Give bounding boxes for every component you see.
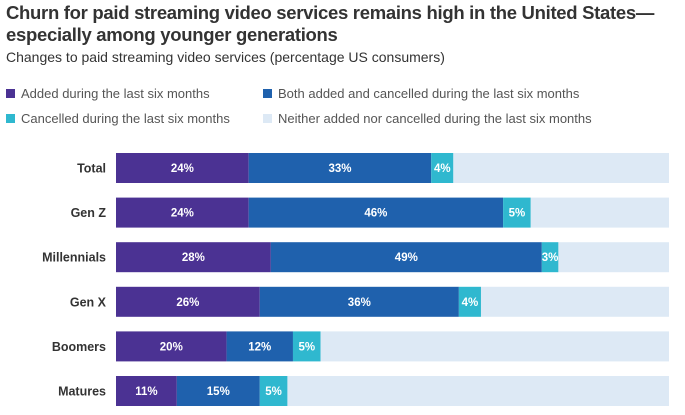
category-label-gen-x: Gen X xyxy=(70,295,107,309)
bar-segment-millennials-s1 xyxy=(270,242,542,273)
data-label-gen-x-s2: 4% xyxy=(462,297,479,309)
bar-segment-matures-s2 xyxy=(259,376,288,406)
category-label-total: Total xyxy=(77,162,106,176)
bar-segment-matures-s0 xyxy=(116,376,177,406)
bar-segment-gen-x-s0 xyxy=(116,286,260,317)
legend-swatch-neither xyxy=(263,114,272,123)
bar-segment-total-s2 xyxy=(431,153,454,183)
data-label-boomers-s2: 5% xyxy=(298,341,315,353)
data-label-millennials-s0: 28% xyxy=(182,252,205,264)
bar-segment-millennials-s2 xyxy=(541,242,559,273)
data-label-total-s1: 33% xyxy=(328,163,351,175)
legend-item-both: Both added and cancelled during the last… xyxy=(263,86,579,101)
data-label-matures-s1: 15% xyxy=(207,386,230,398)
bar-segment-total-s0 xyxy=(116,153,249,183)
data-label-gen-x-s1: 36% xyxy=(348,297,371,309)
data-label-millennials-s2: 3% xyxy=(542,252,559,264)
bar-segment-gen-z-s0 xyxy=(116,197,249,228)
legend-item-cancelled: Cancelled during the last six months xyxy=(6,111,230,126)
bar-segment-gen-x-s2 xyxy=(458,286,481,317)
bar-segment-matures-s1 xyxy=(176,376,260,406)
bar-segment-boomers-s1 xyxy=(226,331,293,362)
bar-segment-boomers-s0 xyxy=(116,331,227,362)
chart-title: Churn for paid streaming video services … xyxy=(6,2,655,45)
data-label-gen-z-s2: 5% xyxy=(509,208,526,220)
legend-swatch-both xyxy=(263,89,272,98)
legend-label-added: Added during the last six months xyxy=(21,86,210,101)
data-label-boomers-s1: 12% xyxy=(248,341,271,353)
data-label-millennials-s1: 49% xyxy=(395,252,418,264)
legend-swatch-cancelled xyxy=(6,114,15,123)
data-label-matures-s0: 11% xyxy=(135,386,157,398)
bar-segment-gen-z-s2 xyxy=(503,197,531,228)
legend-label-cancelled: Cancelled during the last six months xyxy=(21,111,230,126)
category-label-boomers: Boomers xyxy=(52,340,106,354)
data-label-gen-z-s0: 24% xyxy=(171,208,194,220)
bar-segment-millennials-s3 xyxy=(558,242,669,273)
bar-segment-total-s3 xyxy=(453,153,669,183)
bar-segment-gen-x-s3 xyxy=(480,286,669,317)
legend: Added during the last six months Both ad… xyxy=(0,82,685,130)
bar-segment-gen-x-s1 xyxy=(259,286,459,317)
category-label-matures: Matures xyxy=(58,385,106,399)
data-label-gen-z-s1: 46% xyxy=(364,208,387,220)
data-label-boomers-s0: 20% xyxy=(160,341,183,353)
chart-subtitle: Changes to paid streaming video services… xyxy=(6,49,445,65)
data-label-total-s2: 4% xyxy=(434,163,451,175)
bar-segment-gen-z-s1 xyxy=(248,197,504,228)
category-label-gen-z: Gen Z xyxy=(71,206,107,220)
category-label-millennials: Millennials xyxy=(42,251,106,265)
data-label-total-s0: 24% xyxy=(171,163,194,175)
data-label-matures-s2: 5% xyxy=(265,386,282,398)
legend-item-added: Added during the last six months xyxy=(6,86,210,101)
bar-segment-total-s1 xyxy=(248,153,432,183)
bar-segment-boomers-s3 xyxy=(320,331,669,362)
legend-item-neither: Neither added nor cancelled during the l… xyxy=(263,111,592,126)
bar-segment-boomers-s2 xyxy=(292,331,321,362)
bar-segment-matures-s3 xyxy=(287,376,669,406)
bar-segment-gen-z-s3 xyxy=(530,197,669,228)
bar-segment-millennials-s0 xyxy=(116,242,271,273)
legend-swatch-added xyxy=(6,89,15,98)
legend-label-both: Both added and cancelled during the last… xyxy=(278,86,580,101)
legend-label-neither: Neither added nor cancelled during the l… xyxy=(278,111,592,126)
data-label-gen-x-s0: 26% xyxy=(176,297,199,309)
